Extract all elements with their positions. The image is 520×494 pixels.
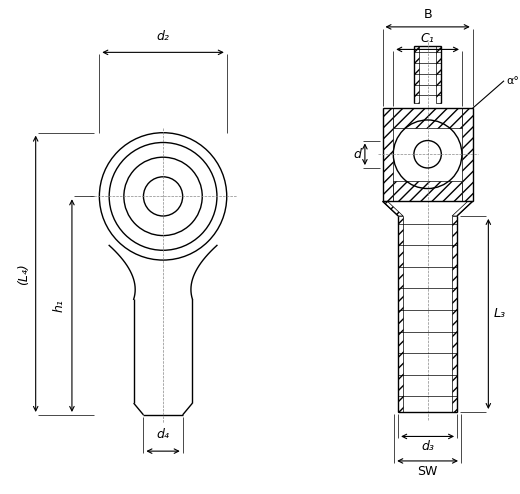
- Polygon shape: [398, 216, 403, 412]
- Text: SW: SW: [418, 465, 438, 478]
- Text: d₂: d₂: [157, 30, 170, 42]
- Text: (L₄): (L₄): [17, 263, 30, 285]
- Polygon shape: [452, 201, 473, 216]
- Polygon shape: [414, 46, 419, 103]
- Text: h₁: h₁: [53, 299, 66, 312]
- Polygon shape: [383, 108, 393, 201]
- Text: d: d: [353, 148, 361, 161]
- Polygon shape: [462, 108, 473, 201]
- Polygon shape: [452, 216, 457, 412]
- Text: B: B: [423, 8, 432, 21]
- Polygon shape: [436, 46, 441, 103]
- Text: C₁: C₁: [421, 32, 435, 44]
- Text: α°: α°: [506, 76, 519, 86]
- Text: L₃: L₃: [493, 307, 505, 321]
- Text: d₄: d₄: [157, 428, 170, 441]
- Polygon shape: [393, 181, 462, 201]
- Polygon shape: [383, 201, 403, 216]
- Polygon shape: [393, 108, 462, 128]
- Text: d₃: d₃: [421, 440, 434, 453]
